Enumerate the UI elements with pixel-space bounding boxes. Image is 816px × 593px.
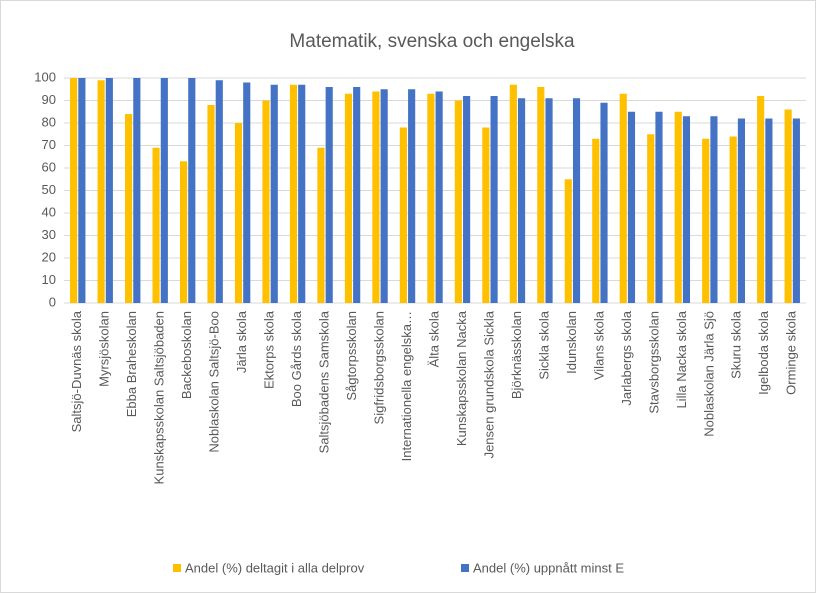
- bar: [765, 118, 773, 303]
- bar: [655, 111, 663, 303]
- x-tick-label: Älta skola: [426, 310, 441, 367]
- bar: [188, 78, 196, 303]
- bar: [70, 78, 78, 303]
- bar: [207, 105, 215, 303]
- bar: [792, 118, 800, 303]
- bar: [353, 87, 361, 303]
- legend-label: Andel (%) deltagit i alla delprov: [185, 560, 365, 575]
- x-tick-label: Myrsjöskolan: [97, 311, 112, 387]
- bar: [517, 98, 526, 303]
- bar: [372, 91, 380, 303]
- bar: [682, 116, 691, 303]
- bar: [133, 78, 141, 303]
- y-tick-label: 40: [42, 204, 56, 219]
- y-tick-label: 20: [42, 249, 56, 264]
- x-tick-label: Stavsborgsskolan: [646, 311, 661, 414]
- bar: [427, 93, 435, 303]
- x-tick-label: Ebba Braheskolan: [124, 311, 139, 417]
- bar: [215, 80, 223, 303]
- bar: [380, 89, 388, 303]
- bar: [105, 78, 113, 303]
- y-tick-label: 50: [42, 182, 56, 197]
- x-tick-label: Vilans skola: [591, 310, 606, 380]
- bar: [674, 111, 682, 303]
- x-tick-label: Järla skola: [234, 310, 249, 373]
- bar: [270, 84, 278, 303]
- bar: [454, 100, 462, 303]
- bar: [289, 84, 298, 303]
- legend-swatch: [173, 564, 181, 572]
- x-tick-label: Boo Gårds skola: [289, 310, 304, 407]
- x-tick-label: Sickla skola: [536, 310, 551, 379]
- bar: [325, 87, 333, 303]
- x-tick-label: Noblaskolan Saltsjö-Boo: [207, 311, 222, 453]
- bar: [647, 134, 655, 303]
- bar: [262, 100, 270, 303]
- bar: [152, 147, 160, 303]
- x-tick-label: Saltsjöbadens Samskola: [317, 310, 332, 453]
- bar: [344, 93, 353, 303]
- x-tick-label: Backeboskolan: [179, 311, 194, 399]
- bar: [757, 96, 765, 303]
- legend-swatch: [461, 564, 469, 572]
- legend-label: Andel (%) uppnått minst E: [473, 560, 624, 575]
- bar: [784, 109, 792, 303]
- bar: [317, 147, 325, 303]
- bar: [78, 78, 86, 303]
- y-tick-label: 0: [49, 294, 56, 309]
- x-tick-label: Igelboda skola: [756, 310, 771, 395]
- y-tick-label: 80: [42, 114, 56, 129]
- bar: [592, 138, 600, 303]
- bar: [399, 127, 407, 303]
- y-tick-label: 90: [42, 92, 56, 107]
- bar: [545, 98, 553, 303]
- bar: [243, 82, 251, 303]
- bar: [179, 161, 188, 303]
- bar: [537, 87, 545, 303]
- x-tick-label: Sigfridsborgsskolan: [371, 311, 386, 424]
- bar: [482, 127, 490, 303]
- x-tick-label: Lilla Nacka skola: [674, 310, 689, 408]
- bar: [729, 136, 737, 303]
- y-tick-label: 30: [42, 227, 56, 242]
- y-tick-label: 70: [42, 137, 56, 152]
- x-tick-label: Saltsjö-Duvnäs skola: [69, 310, 84, 432]
- x-tick-label: Sågtorpsskolan: [344, 311, 359, 401]
- bar: [737, 118, 745, 303]
- bar: [160, 78, 168, 303]
- x-tick-label: Skuru skola: [729, 310, 744, 379]
- x-tick-label: Kunskapsskolan Saltsjöbaden: [152, 311, 167, 484]
- y-tick-label: 100: [34, 69, 56, 84]
- x-tick-label: Noblaskolan Järla Sjö: [701, 311, 716, 437]
- bar: [490, 96, 498, 303]
- x-tick-label: Jarlabergs skola: [619, 310, 634, 405]
- x-tick-label: Internationella engelska…: [399, 311, 414, 461]
- bar: [702, 138, 710, 303]
- chart-title: Matematik, svenska och engelska: [289, 31, 575, 52]
- bar: [509, 84, 517, 303]
- x-tick-label: Orminge skola: [784, 310, 799, 395]
- y-tick-label: 10: [42, 272, 56, 287]
- bar: [408, 89, 416, 303]
- bar: [619, 93, 627, 303]
- bar: [600, 102, 608, 303]
- bar: [435, 91, 443, 303]
- bar: [125, 114, 133, 303]
- x-tick-label: Idunskolan: [564, 311, 579, 374]
- x-tick-label: Ektorps skola: [262, 310, 277, 389]
- bar: [572, 98, 581, 303]
- x-tick-label: Kunskapsskolan Nacka: [454, 310, 469, 446]
- bar: [627, 111, 636, 303]
- x-tick-label: Björknässkolan: [509, 311, 524, 399]
- y-tick-label: 60: [42, 159, 56, 174]
- bar: [298, 84, 306, 303]
- bar: [710, 116, 718, 303]
- bar: [564, 179, 572, 303]
- bar: [463, 96, 471, 303]
- bar: [234, 123, 243, 303]
- x-tick-label: Jensen grundskola Sickla: [481, 310, 496, 458]
- bar: [97, 80, 105, 303]
